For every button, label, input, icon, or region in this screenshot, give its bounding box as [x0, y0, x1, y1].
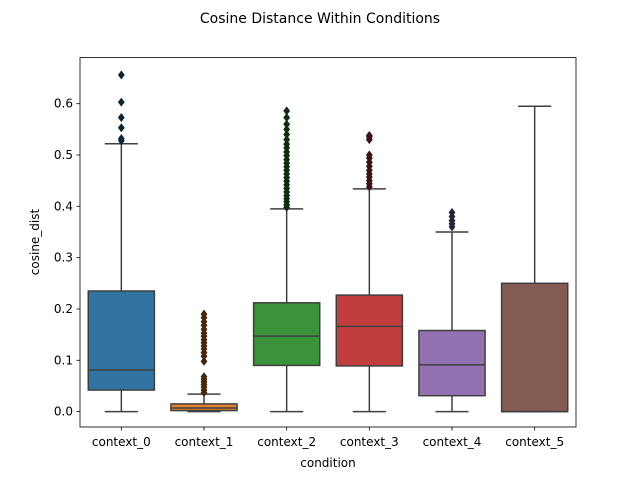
- outlier-point: [283, 129, 291, 140]
- box-group-context_0: [87, 70, 156, 413]
- chart-title: Cosine Distance Within Conditions: [200, 11, 440, 27]
- x-tick-label: context_4: [423, 435, 482, 449]
- outlier-point: [283, 119, 291, 129]
- box-context_1: [170, 403, 238, 412]
- plot-area: [87, 70, 569, 413]
- x-tick-label: context_3: [340, 435, 399, 449]
- y-axis: 0.0 0.1 0.2 0.3 0.4 0.5 0.6: [54, 97, 80, 419]
- plot-frame: [79, 57, 577, 428]
- outlier-point: [200, 309, 208, 319]
- outlier-point: [200, 356, 208, 366]
- y-tick-label: 0.3: [54, 251, 73, 265]
- y-tick-label: 0.6: [54, 97, 73, 111]
- outlier-point: [283, 139, 291, 149]
- box-context_2: [252, 302, 321, 367]
- box-context_4: [418, 329, 486, 397]
- outlier-point: [365, 150, 373, 160]
- x-axis: context_0 context_1 context_2 context_3 cont…: [92, 427, 564, 449]
- y-tick-label: 0.5: [54, 148, 73, 162]
- x-tick-label: context_5: [505, 435, 564, 449]
- x-tick-label: context_1: [175, 435, 234, 449]
- outlier-point: [117, 97, 125, 107]
- y-tick-label: 0.1: [54, 353, 73, 367]
- box-context_5: [500, 282, 569, 413]
- box-group-context_1: [170, 309, 238, 413]
- box-group-context_3: [335, 130, 404, 413]
- box-context_0: [87, 290, 156, 391]
- box-group-context_2: [252, 106, 321, 413]
- y-tick-label: 0.0: [54, 405, 73, 419]
- outlier-point: [117, 123, 125, 133]
- box-group-context_4: [418, 207, 486, 413]
- outlier-point: [283, 134, 291, 145]
- y-tick-label: 0.2: [54, 302, 73, 316]
- y-tick-label: 0.4: [54, 199, 73, 213]
- x-tick-label: context_2: [257, 435, 316, 449]
- outlier-point: [283, 106, 291, 116]
- box-context_3: [335, 294, 404, 367]
- outlier-point: [117, 70, 125, 80]
- outlier-point: [200, 372, 208, 382]
- y-axis-label: cosine_dist: [28, 208, 42, 275]
- box-group-context_5: [500, 105, 569, 413]
- outlier-point: [117, 112, 125, 123]
- outlier-point: [365, 130, 373, 141]
- outlier-point: [448, 207, 456, 218]
- outlier-point: [117, 133, 125, 144]
- outlier-point: [283, 112, 291, 123]
- outlier-point: [283, 124, 291, 134]
- x-axis-label: condition: [300, 456, 355, 470]
- x-tick-label: context_0: [92, 435, 151, 449]
